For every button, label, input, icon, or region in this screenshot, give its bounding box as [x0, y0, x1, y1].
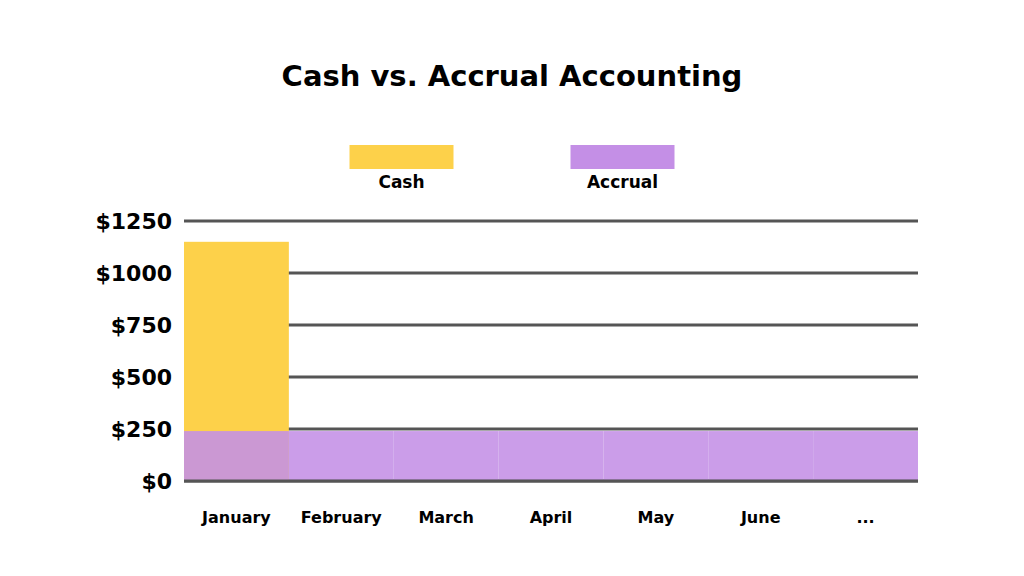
title: Cash vs. Accrual Accounting [282, 59, 743, 93]
y-tick-label: $0 [141, 469, 172, 494]
y-tick-label: $750 [111, 313, 172, 338]
legend-label: Cash [378, 172, 424, 192]
grid-line [184, 428, 918, 431]
x-tick-label: January [201, 508, 271, 527]
bar [289, 431, 394, 481]
legend-swatch [571, 145, 675, 169]
baseline [184, 480, 918, 483]
bar [708, 431, 813, 481]
x-tick-label: April [530, 508, 573, 527]
x-tick-label: June [740, 508, 781, 527]
y-tick-label: $1250 [95, 209, 172, 234]
x-tick-label: March [418, 508, 473, 527]
x-tick-label: February [301, 508, 383, 527]
y-tick-label: $250 [111, 417, 172, 442]
legend-label: Accrual [587, 172, 658, 192]
chart: Cash vs. Accrual Accounting Cash Accrual $0… [0, 0, 1024, 576]
grid-line [184, 480, 918, 483]
y-tick-label: $1000 [95, 261, 172, 286]
bar [394, 431, 499, 481]
grid-line [184, 324, 918, 327]
legend-swatch [350, 145, 454, 169]
bar [184, 242, 289, 481]
bars [184, 242, 918, 481]
y-tick-label: $500 [111, 365, 172, 390]
x-tick-label: ... [856, 508, 874, 527]
bar [603, 431, 708, 481]
x-tick-label: May [638, 508, 675, 527]
grid-line [184, 376, 918, 379]
bar [184, 431, 289, 481]
bar [813, 431, 918, 481]
grid-line [184, 272, 918, 275]
grid-line [184, 220, 918, 223]
bar [499, 431, 604, 481]
